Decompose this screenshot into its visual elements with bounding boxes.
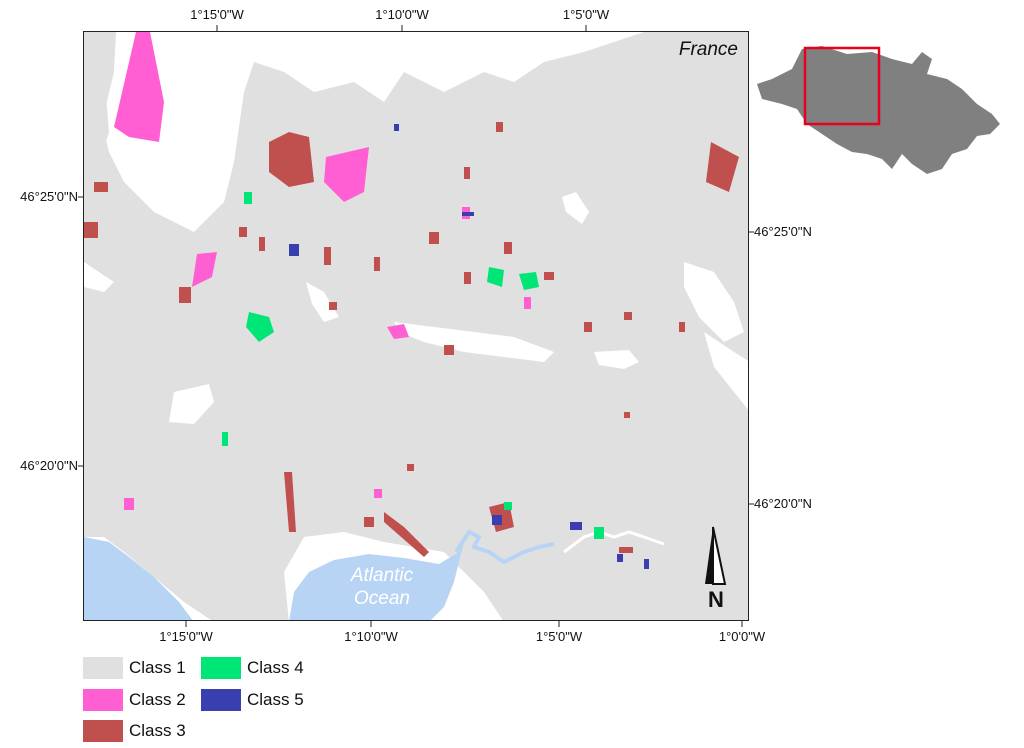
tick-top-3: 1°5'0"W <box>562 7 610 22</box>
tick-right-2: 46°20'0"N <box>754 496 812 511</box>
ocean-label: Atlantic Ocean <box>332 564 432 610</box>
unclassified-area <box>306 282 339 322</box>
tick-bottom-4: 1°0'0"W <box>718 629 766 644</box>
legend-swatch <box>201 689 241 711</box>
tick-left-1: 46°25'0"N <box>20 189 78 204</box>
legend-swatch <box>201 657 241 679</box>
locator-inset-map <box>752 24 1012 199</box>
class-4-parcels <box>222 192 604 539</box>
ocean-label-line2: Ocean <box>354 588 410 609</box>
legend-label: Class 1 <box>129 658 186 677</box>
unclassified-area <box>84 262 114 292</box>
legend-label: Class 2 <box>129 690 186 709</box>
land-class-1-sw <box>84 472 164 562</box>
land-class-1-patch <box>84 72 109 192</box>
class-5-parcels <box>289 124 649 569</box>
tick-top-1: 1°15'0"W <box>190 7 244 22</box>
inset-highlight-box <box>803 46 881 126</box>
map-canvas <box>84 32 748 620</box>
legend-item-class-4: Class 4 <box>201 657 304 679</box>
legend-item-class-2: Class 2 <box>83 689 186 711</box>
legend-swatch <box>83 720 123 742</box>
class-3-parcels <box>84 122 739 557</box>
unclassified-area <box>704 332 748 410</box>
legend-item-class-1: Class 1 <box>83 657 186 679</box>
land-class-1-south <box>474 537 748 620</box>
unclassified-area <box>684 262 744 342</box>
tick-bottom-1: 1°15'0"W <box>159 629 213 644</box>
tick-bottom-2: 1°10'0"W <box>344 629 398 644</box>
river <box>454 529 555 565</box>
tick-left-2: 46°20'0"N <box>20 458 78 473</box>
legend-item-class-5: Class 5 <box>201 689 304 711</box>
unclassified-area <box>394 322 554 362</box>
north-arrow-icon: N <box>701 522 731 617</box>
legend-item-class-3: Class 3 <box>83 720 186 742</box>
bay-area <box>84 537 193 620</box>
class-2-parcels <box>114 32 531 510</box>
unclassified-area <box>562 192 589 224</box>
tick-bottom-3: 1°5'0"W <box>535 629 583 644</box>
legend-swatch <box>83 689 123 711</box>
ocean-label-line1: Atlantic <box>350 565 414 586</box>
unclassified-area <box>594 350 639 369</box>
country-label: France <box>678 39 738 60</box>
classification-map: France Atlantic Ocean N <box>83 31 749 621</box>
legend-label: Class 5 <box>247 690 304 709</box>
north-arrow-label: N <box>708 587 724 612</box>
ocean-area <box>289 542 464 620</box>
legend-swatch <box>83 657 123 679</box>
tick-right-1: 46°25'0"N <box>754 224 812 239</box>
river-tributary <box>563 530 665 554</box>
legend-label: Class 3 <box>129 721 186 740</box>
tick-top-2: 1°10'0"W <box>375 7 429 22</box>
unclassified-area <box>169 384 214 424</box>
legend-label: Class 4 <box>247 658 304 677</box>
